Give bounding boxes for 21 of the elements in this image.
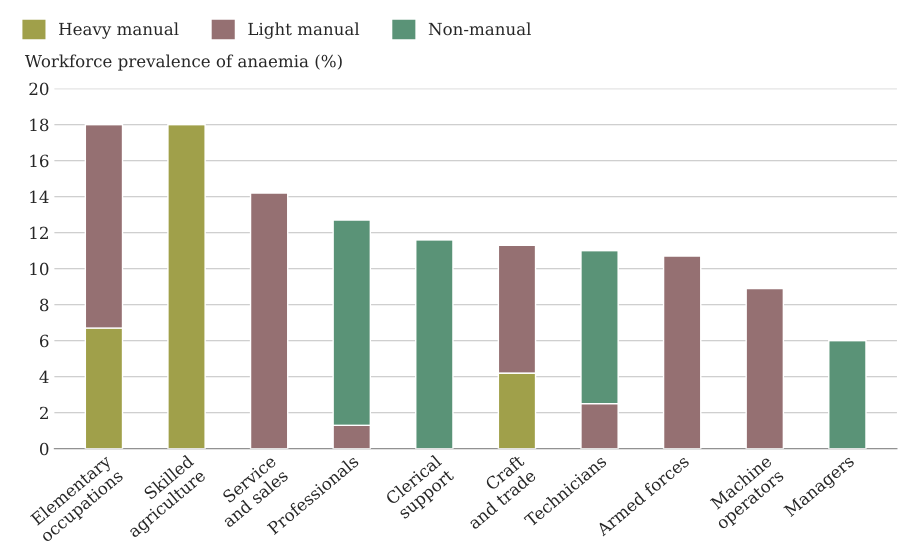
bar — [167, 124, 206, 449]
y-tick-label: 16 — [30, 154, 48, 168]
y-tick-label: 8 — [40, 298, 48, 312]
y-tick-label: 6 — [40, 334, 48, 348]
bar — [662, 255, 702, 449]
y-tick-label: 20 — [29, 82, 48, 96]
bar — [745, 288, 784, 449]
y-axis-title: Workforce prevalence of anaemia (%) — [24, 54, 342, 71]
y-tick-label: 2 — [40, 406, 48, 420]
legend-label: Light manual — [248, 22, 360, 39]
y-tick-label: 12 — [30, 226, 48, 240]
y-tick-label: 0 — [40, 442, 48, 456]
y-tick-label: 10 — [30, 262, 48, 276]
bar — [415, 239, 454, 449]
y-tick-label: 14 — [30, 190, 49, 203]
bar — [828, 340, 867, 449]
y-tick-label: 4 — [39, 370, 49, 384]
legend-label: Heavy manual — [59, 22, 179, 39]
legend-label: Non-manual — [428, 22, 531, 36]
y-tick-label: 18 — [30, 118, 48, 132]
bar — [250, 192, 288, 449]
